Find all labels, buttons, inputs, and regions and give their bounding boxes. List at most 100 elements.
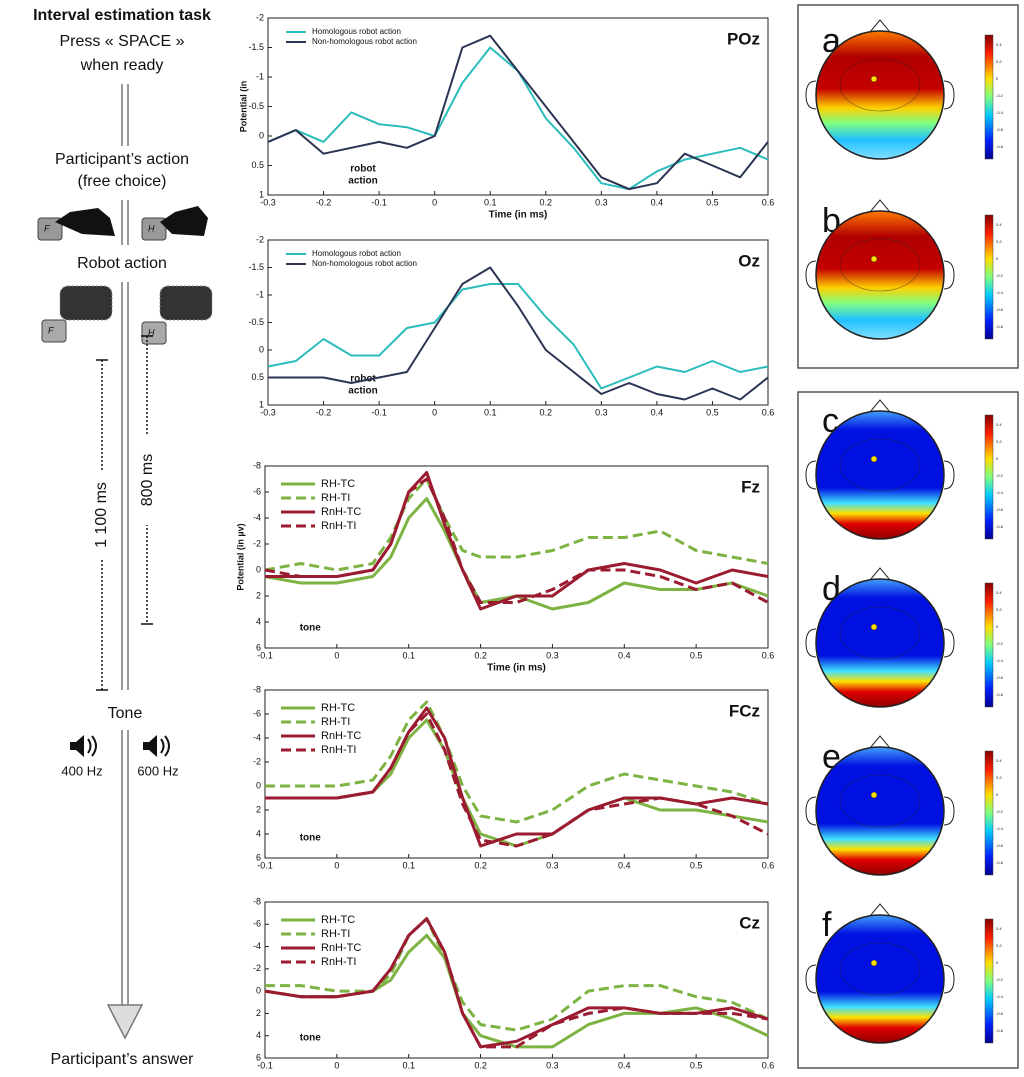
annotation: action [348, 386, 377, 397]
ear [943, 80, 955, 110]
scalp [815, 746, 945, 876]
protocol: Interval estimation task Press « SPACE »… [33, 7, 213, 1068]
key-label: H [148, 327, 155, 337]
plots: -0.3 -0.2 -0.1 0 0.1 0.2 0.3 0.4 0.5 0.6 -2 -1.5 -1 -… [235, 12, 774, 1070]
line-chart: -0.1 0 0.1 0.2 0.3 0.4 0.5 0.6 -8 -6 -4 -2 0 2 4 6 Time … [235, 460, 774, 673]
series-line [265, 700, 769, 824]
y-tick-label: 0 [256, 986, 261, 996]
arrow-head [106, 1004, 144, 1040]
x-tick-label: 0.3 [546, 860, 559, 870]
topomap-frame [797, 4, 1019, 369]
colorbar-label: -0.2 [996, 273, 1004, 278]
legend-label: RH-TC [321, 914, 355, 926]
y-tick-label: -1.5 [248, 262, 264, 272]
x-tick-label: 0.6 [762, 197, 775, 207]
ear [805, 260, 817, 290]
legend-label: RH-TI [321, 716, 350, 728]
channel-label: Fz [741, 477, 760, 496]
x-tick-label: 0.2 [474, 650, 487, 660]
y-tick-label: 2 [256, 1008, 261, 1018]
y-tick-label: -2 [256, 12, 264, 22]
ear [943, 964, 955, 994]
y-tick-label: 4 [256, 1030, 261, 1040]
x-tick-label: -0.1 [257, 1060, 273, 1070]
colorbar-label: 0.2 [996, 59, 1002, 64]
y-tick-label: -0.5 [248, 317, 264, 327]
scalp [815, 30, 945, 160]
y-tick-label: 0.5 [251, 160, 264, 170]
legend-label: RnH-TI [321, 956, 356, 968]
colorbar-label: 0.2 [996, 439, 1002, 444]
colorbar-label: 0.4 [996, 590, 1002, 595]
ear [805, 460, 817, 490]
x-tick-label: 0.3 [546, 650, 559, 660]
series-line [264, 477, 769, 604]
colorbar-label: -0.6 [996, 127, 1004, 132]
colorbar-label: -0.4 [996, 490, 1004, 495]
colorbar-label: -0.6 [996, 507, 1004, 512]
x-tick-label: 0.2 [474, 860, 487, 870]
colorbar-label: 0.4 [996, 758, 1002, 763]
key-label: F [48, 325, 54, 335]
colorbar-label: 0.4 [996, 926, 1002, 931]
contour [839, 438, 921, 492]
x-axis-label: Time (in ms) [487, 663, 546, 674]
channel-label: POz [727, 29, 760, 48]
y-tick-label: -8 [253, 460, 261, 470]
topomap: e 0.40.20-0.2-0.4-0.6-0.8 [805, 735, 1004, 876]
legend-label: RnH-TI [321, 744, 356, 756]
colorbar-label: 0 [996, 792, 999, 797]
contour [839, 58, 921, 112]
legend-label: RH-TI [321, 492, 350, 504]
x-tick-label: 0 [432, 407, 437, 417]
colorbar [984, 582, 994, 708]
annotation: tone [300, 623, 322, 634]
colorbar-label: 0.4 [996, 42, 1002, 47]
channel-label: Cz [739, 913, 760, 932]
channel-label: FCz [729, 701, 760, 720]
series-line [268, 266, 769, 401]
topomaps: a 0.40.20-0.2-0.4-0.6-0.8b 0.40.20-0.2-0.4… [805, 19, 1004, 1044]
colorbar-label: -0.8 [996, 860, 1004, 865]
x-tick-label: -0.1 [257, 650, 273, 660]
colorbar-label: -0.6 [996, 1011, 1004, 1016]
label-gap [137, 435, 157, 525]
y-tick-label: 2 [256, 590, 261, 600]
colorbar [984, 34, 994, 160]
scalp [815, 914, 945, 1044]
scalp [815, 410, 945, 540]
y-tick-label: -8 [253, 896, 261, 906]
topomap: c 0.40.20-0.2-0.4-0.6-0.8 [805, 399, 1004, 540]
y-axis-label: Potential (in µv) [235, 523, 245, 590]
y-tick-label: 1 [259, 189, 264, 199]
y-tick-label: 6 [256, 852, 261, 862]
series-line [265, 706, 769, 848]
x-tick-label: 0.1 [402, 1060, 415, 1070]
ear [943, 260, 955, 290]
legend-label: RnH-TC [321, 730, 361, 742]
series-line [265, 712, 769, 848]
electrode-peak [870, 455, 878, 463]
label-gap [92, 470, 112, 560]
legend-label: RnH-TI [321, 520, 356, 532]
colorbar-label: 0 [996, 256, 999, 261]
y-tick-label: -2 [256, 234, 264, 244]
contour [839, 942, 921, 996]
x-tick-label: -0.3 [260, 407, 276, 417]
x-tick-label: 0.3 [546, 1060, 559, 1070]
series-line [264, 917, 769, 1049]
x-tick-label: 0 [334, 1060, 339, 1070]
robot-text: Robot action [77, 255, 167, 272]
scalp [815, 210, 945, 340]
series-line [267, 34, 769, 191]
line-chart: -0.1 0 0.1 0.2 0.3 0.4 0.5 0.6 -8 -6 -4 -2 0 2 4 6 Cz ton… [253, 896, 774, 1070]
y-tick-label: 4 [256, 616, 261, 626]
y-tick-label: 0 [256, 564, 261, 574]
topomap: d 0.40.20-0.2-0.4-0.6-0.8 [805, 567, 1004, 708]
action-text: (free choice) [78, 173, 167, 190]
x-tick-label: 0.5 [690, 860, 703, 870]
x-tick-label: 0.6 [762, 407, 775, 417]
electrode-peak [870, 623, 878, 631]
y-tick-label: -6 [253, 708, 261, 718]
